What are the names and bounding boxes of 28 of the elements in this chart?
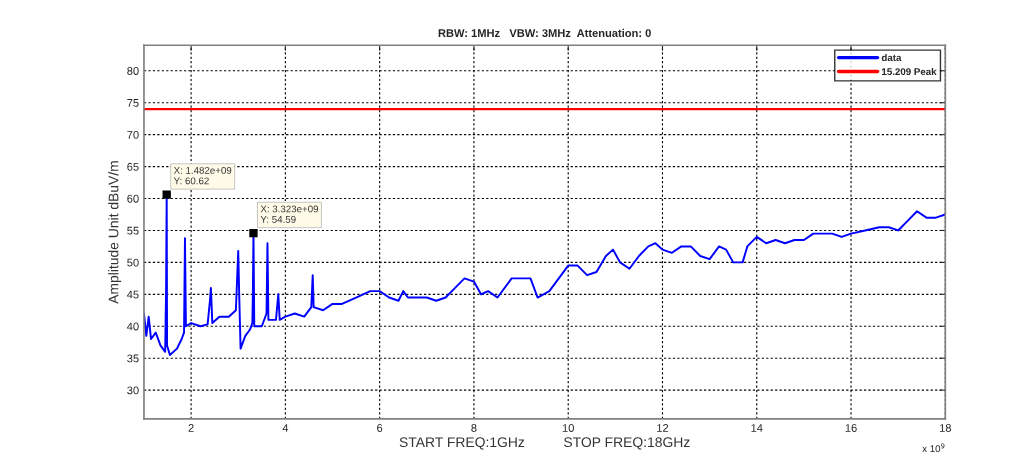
y-tick-label: 75 (127, 99, 139, 107)
y-tick-label: 35 (127, 354, 139, 363)
x-tick-label: 12 (657, 424, 669, 432)
chart-title: RBW: 1MHz VBW: 3MHz Attenuation: 0 (438, 28, 651, 38)
x-tick-label: 2 (188, 424, 194, 432)
y-tick-label: 45 (127, 290, 139, 299)
text: x 10$^{9}$ (922, 443, 945, 453)
x-tick-label: 10 (562, 424, 574, 432)
y-axis-title: Amplitude Unit dBuV/m (108, 161, 122, 304)
x-tick-label: 4 (282, 424, 289, 432)
y-tick-label: 80 (127, 67, 139, 75)
annotation: X: 3.323e+09 Y: 54.59 (260, 205, 319, 223)
y-tick-label: 40 (127, 322, 139, 331)
y-tick-label: 55 (127, 226, 139, 235)
y-tick-label: 50 (127, 258, 139, 267)
annotation: X: 1.482e+09 Y: 60.62 (173, 166, 232, 185)
y-tick-label: 70 (127, 130, 139, 139)
x-tick-label: 18 (939, 424, 952, 432)
x-tick-label: 8 (471, 424, 477, 432)
y-tick-label: 65 (127, 162, 139, 171)
legend-label: 15.209 Peak (882, 67, 937, 76)
legend-label: data (881, 53, 902, 62)
y-tick-label: 60 (127, 194, 139, 203)
x-tick-label: 16 (845, 424, 857, 432)
x-tick-label: 6 (377, 424, 383, 432)
x-axis-title: START FREQ:1GHz STOP FREQ:18GHz (399, 437, 690, 450)
y-tick-label: 30 (127, 386, 139, 395)
x-tick-label: 14 (751, 424, 763, 432)
